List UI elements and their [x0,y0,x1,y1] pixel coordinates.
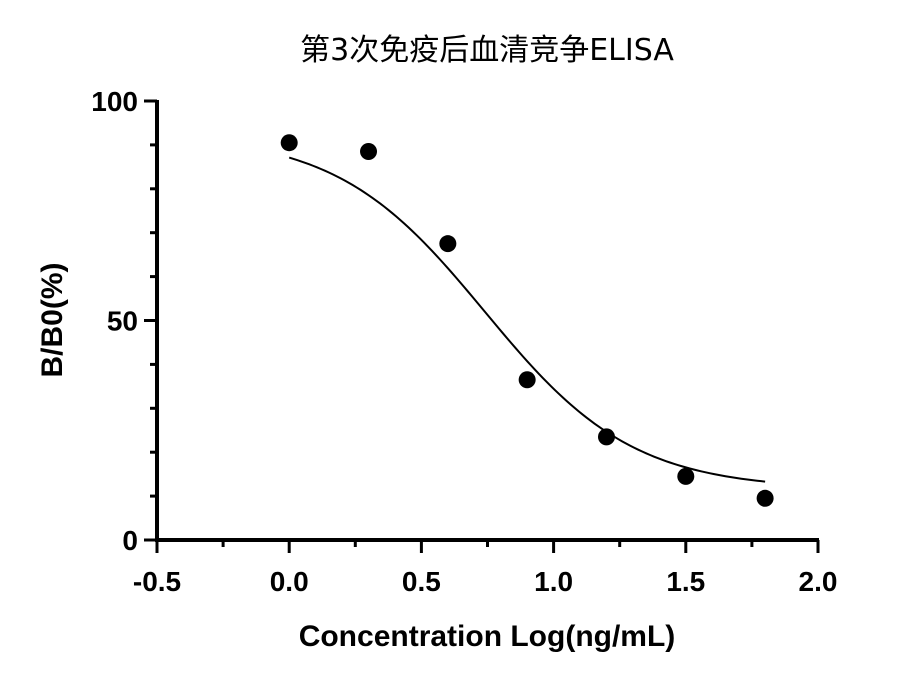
data-point [597,428,615,446]
data-point [439,235,457,253]
x-tick-label: 1.5 [666,566,705,597]
data-point [280,134,298,152]
chart-title: 第3次免疫后血清竞争ELISA [300,33,674,68]
x-tick-label: 0.5 [402,566,441,597]
x-tick-label: -0.5 [133,566,181,597]
data-point [677,467,695,485]
y-axis-label: B/B0(%) [36,262,69,377]
data-point [360,142,378,160]
data-point [518,371,536,389]
axes: 0 50 100 -0.5 0.0 0.5 1.0 1.5 2.0 [91,86,837,597]
fit-curve-group [288,156,766,483]
fit-curve [288,156,766,483]
x-tick-label: 0.0 [270,566,309,597]
x-axis-label: Concentration Log(ng/mL) [299,620,676,653]
data-point [756,489,774,507]
y-tick-label: 50 [107,306,138,337]
x-tick-label: 1.0 [534,566,573,597]
data-points [280,134,774,507]
y-tick-label: 100 [91,86,138,117]
x-tick-label: 2.0 [799,566,838,597]
y-tick-label: 0 [122,525,138,556]
